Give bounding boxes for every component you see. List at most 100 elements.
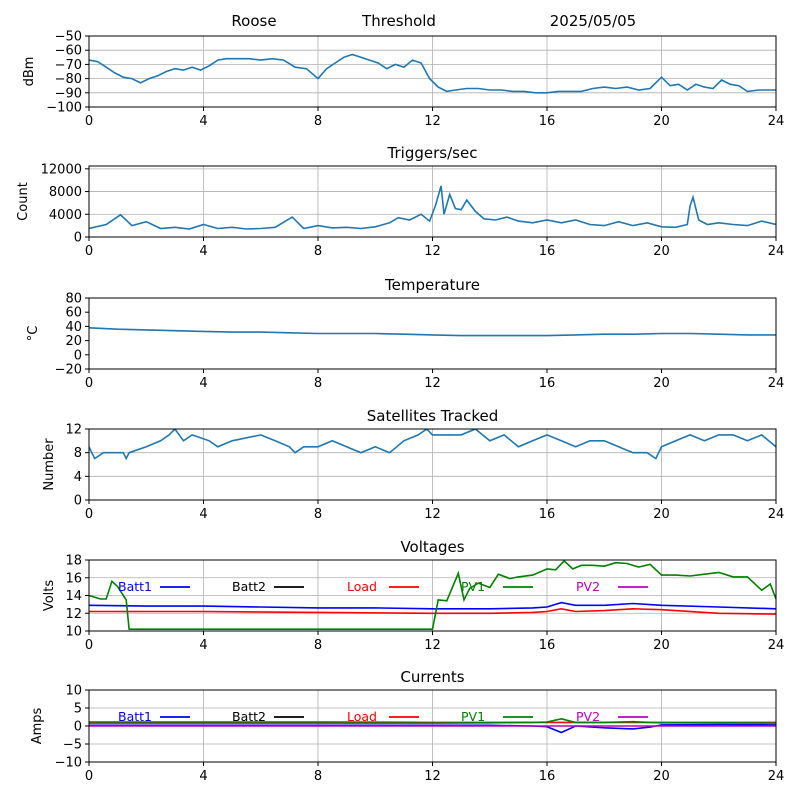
chart-title: Triggers/sec [387, 144, 478, 162]
x-tick-label: 24 [768, 376, 785, 391]
x-tick-label: 8 [314, 638, 322, 653]
y-tick-label: 4000 [49, 208, 82, 223]
mode-label: Threshold [361, 12, 436, 30]
x-tick-label: 4 [199, 244, 207, 259]
x-tick-label: 16 [539, 507, 556, 522]
y-axis-label: dBm [22, 57, 37, 87]
y-tick-label: −80 [55, 72, 82, 87]
y-axis-label: Amps [30, 707, 45, 744]
y-tick-label: 10 [65, 684, 82, 699]
y-tick-label: 5 [74, 702, 82, 717]
legend-label-batt1: Batt1 [118, 709, 152, 724]
legend-label-batt2: Batt2 [232, 709, 266, 724]
x-tick-label: 8 [314, 507, 322, 522]
chart-title: Temperature [384, 276, 480, 294]
chart-panel-1: 0 4 8 12 16 20 24 −100−90−80−70−60−50 dBm [22, 30, 784, 130]
y-tick-label: 40 [65, 320, 82, 335]
y-tick-label: 12000 [41, 162, 82, 177]
series-line-main [89, 429, 776, 461]
x-tick-label: 8 [314, 769, 322, 784]
x-tick-label: 8 [314, 244, 322, 259]
x-tick-label: 24 [768, 114, 785, 129]
legend-label-pv2: PV2 [576, 709, 600, 724]
x-tick-label: 20 [653, 769, 670, 784]
legend-label-batt1: Batt1 [118, 579, 152, 594]
y-tick-label: 8000 [49, 185, 82, 200]
x-tick-label: 0 [85, 769, 93, 784]
y-tick-label: 0 [74, 348, 82, 363]
y-tick-label: 16 [65, 571, 82, 586]
chart-panel-6: Batt1 Batt2 Load PV1 PV2 0 4 8 12 16 20 24 −10 −5 0 5 10… [30, 668, 784, 784]
date-label: 2025/05/05 [550, 12, 636, 30]
y-tick-label: 12 [65, 607, 82, 622]
x-tick-label: 8 [314, 114, 322, 129]
series-line-main [89, 327, 776, 337]
series-line-pv1 [89, 560, 776, 631]
x-tick-label: 20 [653, 638, 670, 653]
y-axis-label: Volts [42, 580, 57, 612]
y-tick-label: −5 [63, 738, 82, 753]
x-tick-label: 20 [653, 244, 670, 259]
x-tick-label: 0 [85, 376, 93, 391]
y-tick-label: −60 [55, 44, 82, 59]
x-tick-label: 0 [85, 244, 93, 259]
y-tick-label: 8 [74, 446, 82, 461]
legend-label-load: Load [347, 579, 377, 594]
x-tick-label: 8 [314, 376, 322, 391]
x-tick-label: 12 [424, 507, 441, 522]
y-tick-label: 0 [74, 494, 82, 509]
y-tick-label: 18 [65, 554, 82, 569]
y-tick-label: 10 [65, 625, 82, 640]
chart-panel-5: Batt1 Batt2 Load PV1 PV2 0 4 8 12 16 20 24 10 12 14 16 1… [42, 538, 784, 653]
y-tick-label: −90 [55, 86, 82, 101]
x-tick-label: 20 [653, 114, 670, 129]
x-tick-label: 24 [768, 244, 785, 259]
y-tick-label: 60 [65, 306, 82, 321]
chart-panel-4: 0 4 8 12 16 20 24 0 4 8 12 Satellites Tracked Number [42, 407, 784, 522]
y-tick-label: 0 [74, 231, 82, 246]
x-tick-label: 0 [85, 507, 93, 522]
x-tick-label: 12 [424, 638, 441, 653]
legend-label-batt2: Batt2 [232, 579, 266, 594]
legend-label-pv1: PV1 [461, 709, 485, 724]
x-tick-label: 16 [539, 638, 556, 653]
x-tick-label: 4 [199, 769, 207, 784]
x-tick-label: 12 [424, 244, 441, 259]
legend-label-pv1: PV1 [461, 579, 485, 594]
x-tick-label: 16 [539, 769, 556, 784]
legend-label-load: Load [347, 709, 377, 724]
y-tick-label: 14 [65, 589, 82, 604]
series-line-batt1 [89, 601, 776, 610]
chart-title: Currents [400, 668, 464, 686]
y-tick-label: −100 [46, 101, 82, 116]
x-tick-label: 12 [424, 376, 441, 391]
x-tick-label: 24 [768, 507, 785, 522]
x-tick-label: 16 [539, 376, 556, 391]
chart-title: Voltages [400, 538, 464, 556]
station-name: Roose [231, 12, 276, 30]
y-tick-label: 20 [65, 334, 82, 349]
legend-label-pv2: PV2 [576, 579, 600, 594]
x-tick-label: 12 [424, 769, 441, 784]
y-tick-label: 0 [74, 720, 82, 735]
x-tick-label: 4 [199, 114, 207, 129]
x-tick-label: 16 [539, 114, 556, 129]
y-tick-label: 80 [65, 292, 82, 307]
x-tick-label: 20 [653, 376, 670, 391]
series-line-pv1 [89, 717, 776, 724]
x-tick-label: 0 [85, 114, 93, 129]
series-line-main [89, 53, 776, 94]
x-tick-label: 4 [199, 507, 207, 522]
x-tick-label: 4 [199, 376, 207, 391]
x-tick-label: 20 [653, 507, 670, 522]
y-axis-label: Count [16, 182, 31, 221]
series-line-main [89, 185, 776, 230]
y-tick-label: −20 [55, 363, 82, 378]
x-tick-label: 24 [768, 638, 785, 653]
x-tick-label: 4 [199, 638, 207, 653]
y-axis-label: °C [26, 326, 41, 342]
